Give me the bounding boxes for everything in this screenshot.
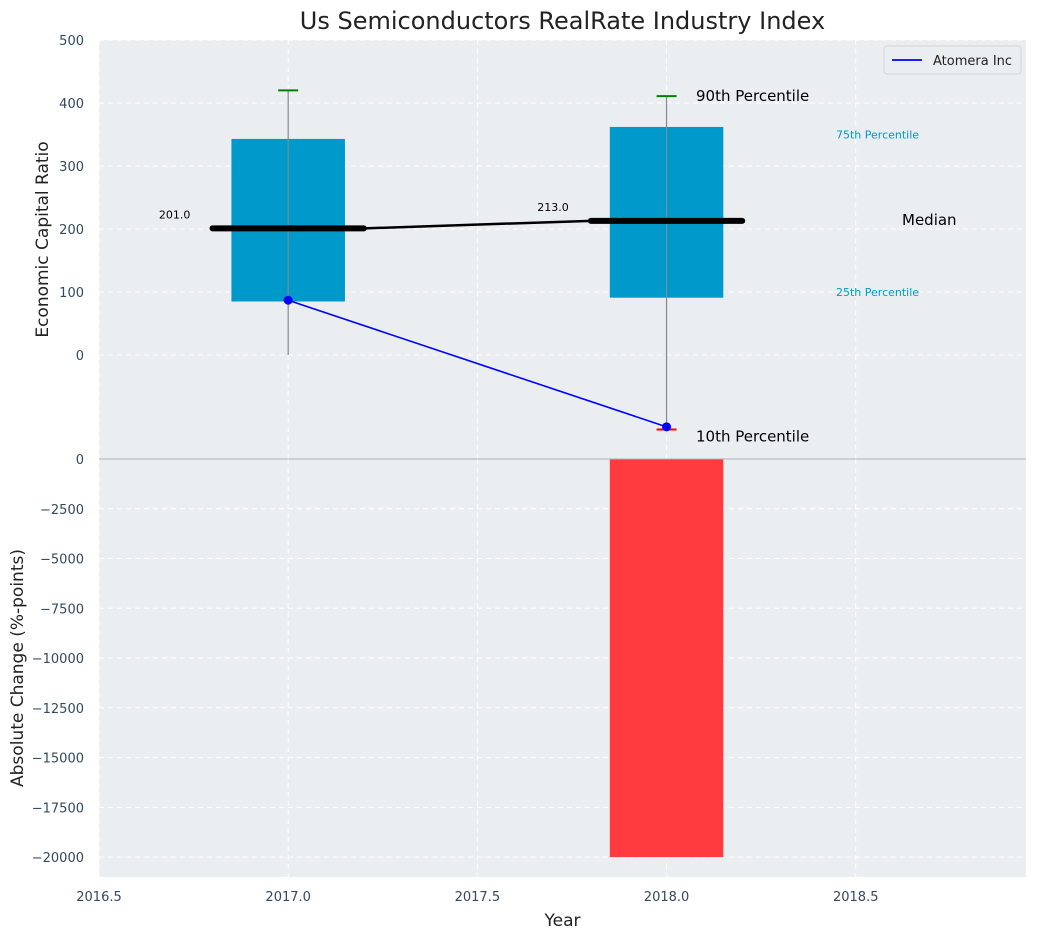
y-tick-label-bottom: −7500: [40, 602, 84, 617]
change-bar: [609, 459, 724, 858]
bottom-panel: 0 −2500 −5000 −7500 −10000 −12500 −15000 −17500…: [32, 453, 1026, 877]
series-point-atomera: [662, 422, 672, 432]
y-tick-label-top: 100: [59, 286, 84, 301]
y-tick-label-top: 500: [59, 34, 84, 49]
y-tick-label-top: 200: [59, 223, 84, 238]
legend-label-atomera: Atomera Inc: [933, 54, 1012, 69]
y-axis-label-top: Economic Capital Ratio: [33, 141, 53, 337]
median-value-label: 201.0: [159, 208, 191, 221]
legend: Atomera Inc: [883, 45, 1022, 75]
median-value-label: 213.0: [537, 201, 569, 214]
x-axis-label: Year: [544, 911, 581, 931]
annotation-p75: 75th Percentile: [836, 129, 919, 142]
x-tick-label: 2018.0: [644, 890, 690, 905]
y-tick-label-bottom: −2500: [40, 503, 84, 518]
y-tick-label-bottom: −17500: [32, 801, 84, 816]
y-tick-label-bottom: −20000: [32, 851, 84, 866]
y-tick-label-bottom: −15000: [32, 752, 84, 767]
y-tick-label-top: 0: [76, 349, 84, 364]
annotation-p10: 10th Percentile: [696, 427, 809, 445]
x-tick-label: 2016.5: [76, 890, 122, 905]
y-tick-label-top: 300: [59, 160, 84, 175]
top-panel: 0 100 200 300 400 500 201.0 213.0 90th Percentil…: [59, 34, 1026, 459]
legend-box: [883, 45, 1022, 75]
y-tick-label-bottom: −5000: [40, 553, 84, 568]
x-tick-label: 2018.5: [833, 890, 879, 905]
bottom-plot-area: [99, 459, 1026, 877]
annotation-median: Median: [902, 211, 957, 229]
series-point-atomera: [283, 295, 293, 305]
median-trend-line: [363, 219, 591, 230]
y-tick-label-top: 400: [59, 97, 84, 112]
y-tick-label-bottom: −12500: [32, 702, 84, 717]
y-axis-label-bottom: Absolute Change (%-points): [8, 549, 28, 787]
annotation-p90: 90th Percentile: [696, 87, 809, 105]
x-tick-label: 2017.5: [455, 890, 501, 905]
x-tick-label: 2017.0: [265, 890, 311, 905]
chart-title: Us Semiconductors RealRate Industry Inde…: [300, 7, 825, 35]
y-tick-label-bottom: −10000: [32, 652, 84, 667]
annotation-p25: 25th Percentile: [836, 286, 919, 299]
series-line-atomera: [287, 299, 667, 428]
y-tick-label-bottom: 0: [76, 453, 84, 468]
